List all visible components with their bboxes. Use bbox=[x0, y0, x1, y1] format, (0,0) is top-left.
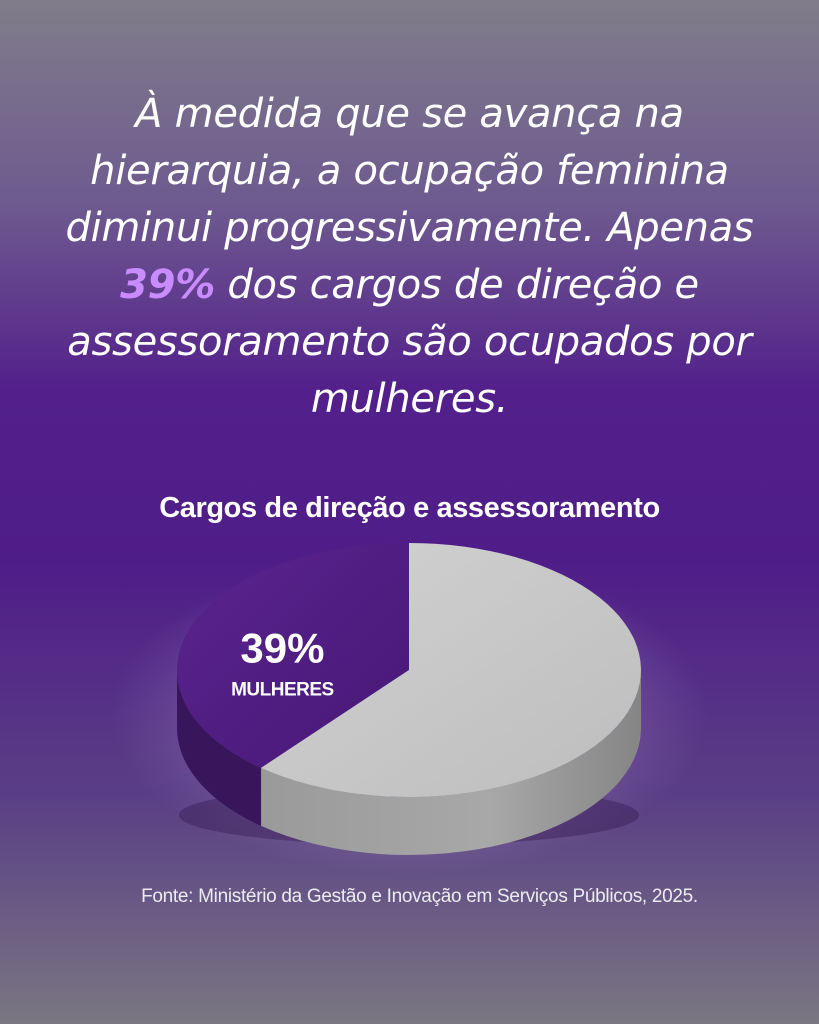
pie-slice-mulheres-side bbox=[177, 670, 262, 826]
source-note: Fonte: Ministério da Gestão e Inovação e… bbox=[141, 886, 698, 907]
pie-slice-others-side bbox=[261, 670, 641, 855]
slice-value-label: 39% bbox=[240, 624, 324, 671]
headline: À medida que se avança na hierarquia, a … bbox=[60, 86, 759, 428]
headline-text-end: dos cargos de direção e assessoramento s… bbox=[67, 262, 752, 422]
pie-chart: 39% MULHERES bbox=[109, 543, 709, 875]
pie-slice-others bbox=[261, 543, 642, 797]
chart-title: Cargos de direção e assessoramento bbox=[159, 492, 660, 524]
pie-slice-mulheres bbox=[177, 543, 409, 768]
slice-category-label: MULHERES bbox=[231, 679, 334, 700]
headline-highlight-percentage: 39% bbox=[120, 262, 215, 308]
headline-text-start: À medida que se avança na hierarquia, a … bbox=[65, 91, 754, 251]
